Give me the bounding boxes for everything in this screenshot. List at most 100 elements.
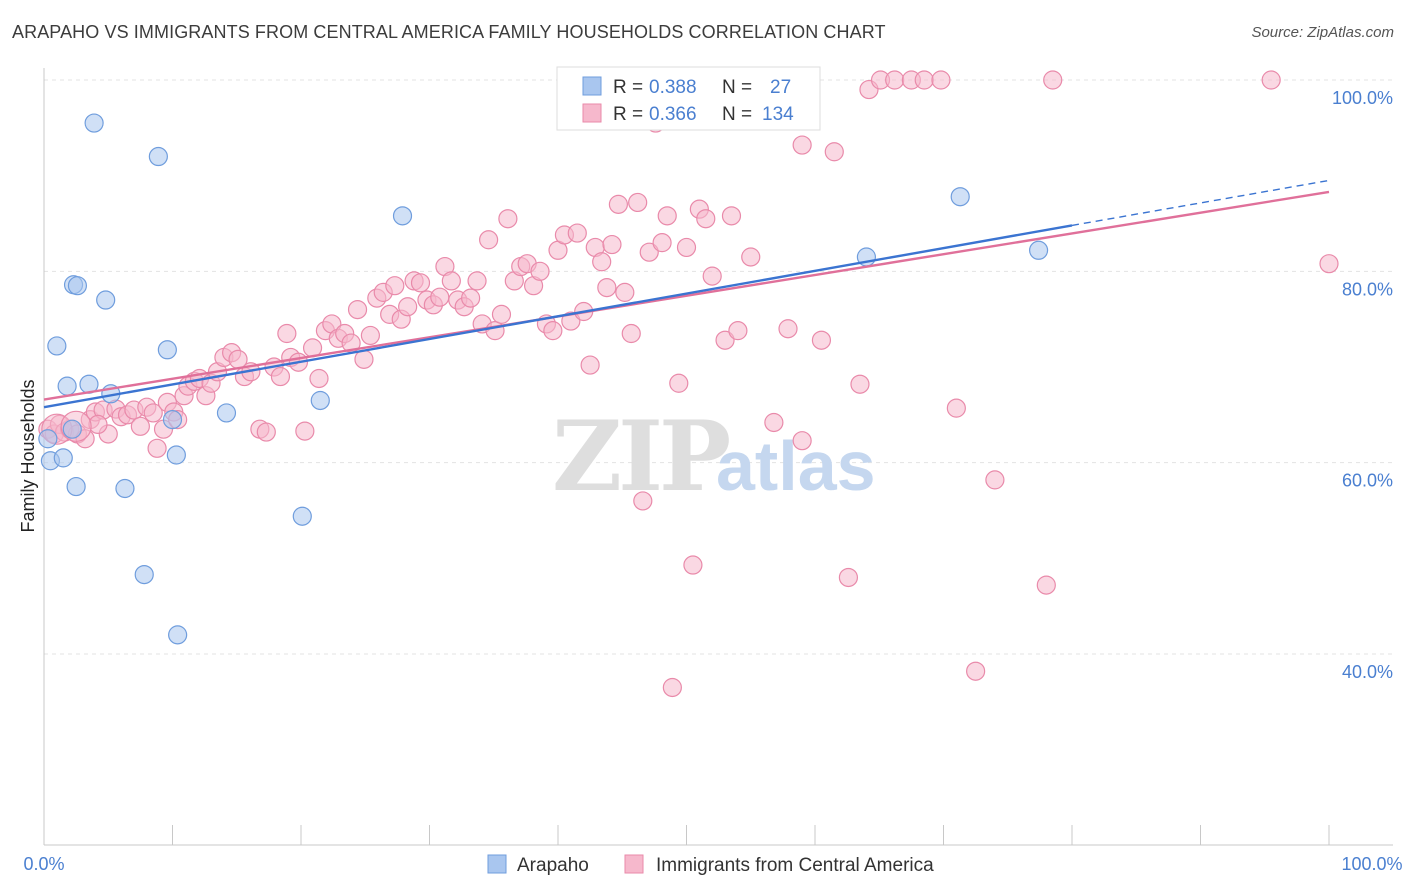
scatter-point bbox=[1319, 254, 1339, 274]
scatter-point bbox=[256, 422, 276, 442]
scatter-point bbox=[467, 271, 487, 291]
scatter-point bbox=[461, 288, 481, 308]
scatter-point bbox=[721, 206, 742, 226]
scatter-point bbox=[270, 366, 291, 387]
regression-line-arapaho bbox=[43, 224, 1073, 409]
scatter-point bbox=[147, 438, 167, 458]
scatter-point bbox=[669, 373, 689, 393]
scatter-point bbox=[309, 368, 329, 389]
bottom-legend-label-immigrants: Immigrants from Central America bbox=[656, 855, 934, 876]
series-legend: Arapaho Immigrants from Central America bbox=[487, 854, 934, 876]
scatter-point bbox=[602, 234, 622, 255]
bottom-legend-label-arapaho: Arapaho bbox=[517, 855, 589, 876]
scatter-point bbox=[143, 403, 163, 423]
scatter-point bbox=[360, 325, 380, 346]
scatter-point bbox=[592, 252, 612, 272]
scatter-point bbox=[621, 323, 641, 344]
scatter-point bbox=[628, 192, 648, 213]
y-tick-label: 40.0% bbox=[1342, 662, 1393, 682]
scatter-point bbox=[946, 398, 966, 418]
scatter-point bbox=[441, 271, 461, 291]
scatter-point bbox=[392, 206, 413, 226]
scatter-point bbox=[157, 340, 177, 360]
legend-n-label-arapaho: N = bbox=[722, 77, 752, 98]
scatter-point bbox=[567, 223, 587, 243]
scatter-point bbox=[764, 412, 784, 433]
scatter-point bbox=[683, 555, 703, 575]
watermark: ZIP atlas bbox=[552, 400, 876, 513]
scatter-point bbox=[410, 273, 431, 293]
scatter-point bbox=[310, 390, 330, 411]
scatter-point bbox=[130, 416, 150, 436]
scatter-point bbox=[715, 330, 735, 350]
scatter-point bbox=[885, 70, 905, 90]
scatter-point bbox=[166, 445, 186, 465]
source-attribution: Source: ZipAtlas.com bbox=[1251, 24, 1394, 41]
bottom-legend-swatch-immigrants bbox=[624, 854, 644, 874]
scatter-point bbox=[354, 349, 374, 369]
scatter-point bbox=[811, 330, 832, 350]
scatter-point bbox=[741, 247, 761, 267]
x-ticks bbox=[43, 825, 1330, 845]
scatter-point bbox=[292, 506, 312, 526]
scatter-point bbox=[498, 209, 518, 229]
scatter-point bbox=[295, 421, 315, 441]
scatter-point bbox=[168, 625, 188, 645]
y-tick-label: 60.0% bbox=[1342, 471, 1393, 491]
scatter-point bbox=[96, 290, 116, 310]
scatter-point bbox=[633, 491, 653, 511]
scatter-point bbox=[162, 410, 183, 430]
scatter-point bbox=[966, 661, 986, 681]
scatter-point bbox=[115, 478, 135, 499]
scatter-point bbox=[543, 321, 563, 341]
scatter-point bbox=[985, 470, 1005, 490]
scatter-point bbox=[1043, 70, 1063, 90]
scatter-point bbox=[657, 206, 677, 226]
scatter-point bbox=[148, 146, 168, 167]
y-tick-label: 100.0% bbox=[1332, 88, 1393, 108]
regression-lines bbox=[43, 179, 1330, 409]
scatter-point bbox=[88, 414, 108, 434]
scatter-point bbox=[1028, 240, 1049, 260]
scatter-point bbox=[485, 321, 505, 341]
scatter-point bbox=[385, 276, 405, 296]
scatter-point bbox=[1036, 575, 1056, 595]
scatter-point bbox=[530, 261, 550, 281]
legend-r-label-arapaho: R = bbox=[613, 77, 643, 98]
series-arapaho-points bbox=[38, 113, 1049, 645]
legend-r-label-immigrants: R = bbox=[613, 104, 643, 125]
regression-line-arapaho-extension bbox=[1071, 179, 1330, 227]
x-tick-label-max: 100.0% bbox=[1341, 854, 1402, 874]
scatter-point bbox=[778, 319, 798, 339]
y-tick-label: 80.0% bbox=[1342, 279, 1393, 299]
legend-n-value-arapaho: 27 bbox=[770, 77, 791, 98]
scatter-point bbox=[914, 70, 934, 90]
scatter-point bbox=[479, 230, 499, 250]
stats-legend: R = 0.388 N = 27 R = 0.366 N = 134 bbox=[556, 66, 821, 131]
y-tick-labels: 40.0% 60.0% 80.0% 100.0% bbox=[1332, 88, 1393, 682]
scatter-point bbox=[398, 297, 418, 317]
legend-r-value-arapaho: 0.388 bbox=[649, 77, 697, 98]
scatter-point bbox=[1261, 70, 1281, 90]
scatter-point bbox=[57, 376, 77, 396]
scatter-point bbox=[84, 113, 104, 133]
scatter-point bbox=[662, 677, 682, 698]
regression-line-immigrants bbox=[43, 190, 1330, 401]
scatter-point bbox=[67, 276, 88, 296]
scatter-point bbox=[838, 567, 859, 588]
scatter-point bbox=[66, 476, 86, 497]
scatter-point bbox=[216, 403, 237, 423]
scatter-point bbox=[47, 336, 67, 356]
scatter-point bbox=[728, 321, 748, 341]
scatter-point bbox=[62, 419, 82, 439]
chart-title: ARAPAHO VS IMMIGRANTS FROM CENTRAL AMERI… bbox=[12, 22, 886, 42]
scatter-point bbox=[639, 242, 659, 262]
scatter-point bbox=[931, 70, 951, 90]
scatter-point bbox=[347, 300, 368, 320]
scatter-point bbox=[702, 266, 722, 286]
scatter-point bbox=[38, 429, 58, 449]
scatter-point bbox=[792, 135, 812, 155]
scatter-point bbox=[561, 311, 581, 331]
scatter-point bbox=[850, 374, 870, 394]
